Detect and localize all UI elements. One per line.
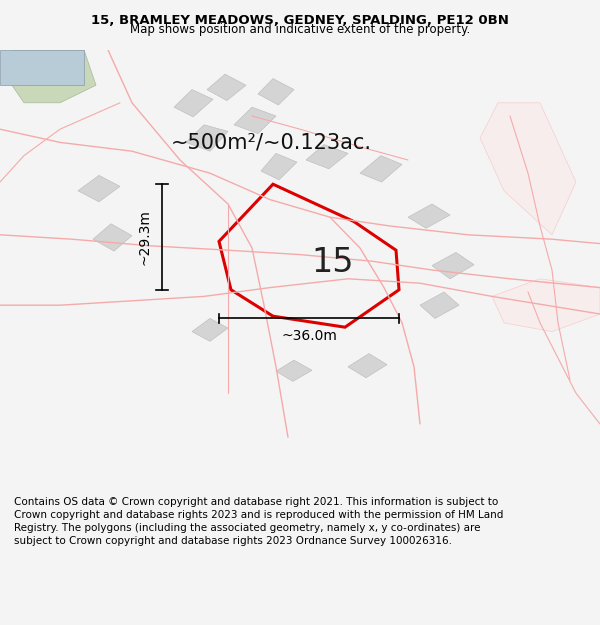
Polygon shape [12, 50, 96, 102]
Polygon shape [306, 144, 348, 169]
Polygon shape [480, 102, 576, 235]
Polygon shape [234, 107, 276, 134]
Polygon shape [408, 204, 450, 228]
Polygon shape [258, 79, 294, 105]
Polygon shape [174, 89, 213, 117]
Text: Map shows position and indicative extent of the property.: Map shows position and indicative extent… [130, 23, 470, 36]
Polygon shape [432, 253, 474, 279]
Text: 15, BRAMLEY MEADOWS, GEDNEY, SPALDING, PE12 0BN: 15, BRAMLEY MEADOWS, GEDNEY, SPALDING, P… [91, 14, 509, 27]
Polygon shape [93, 224, 132, 251]
Text: 15: 15 [311, 246, 353, 279]
Text: ~36.0m: ~36.0m [281, 329, 337, 343]
Polygon shape [360, 156, 402, 182]
Polygon shape [186, 125, 228, 151]
Polygon shape [192, 318, 228, 341]
Text: ~29.3m: ~29.3m [137, 209, 151, 265]
Polygon shape [348, 354, 387, 377]
Polygon shape [276, 360, 312, 381]
FancyBboxPatch shape [0, 50, 84, 85]
Polygon shape [207, 74, 246, 101]
Polygon shape [261, 153, 297, 180]
Polygon shape [420, 292, 459, 318]
Text: ~500m²/~0.123ac.: ~500m²/~0.123ac. [171, 132, 372, 152]
Polygon shape [492, 279, 600, 332]
Text: Contains OS data © Crown copyright and database right 2021. This information is : Contains OS data © Crown copyright and d… [14, 497, 503, 546]
Polygon shape [78, 176, 120, 202]
